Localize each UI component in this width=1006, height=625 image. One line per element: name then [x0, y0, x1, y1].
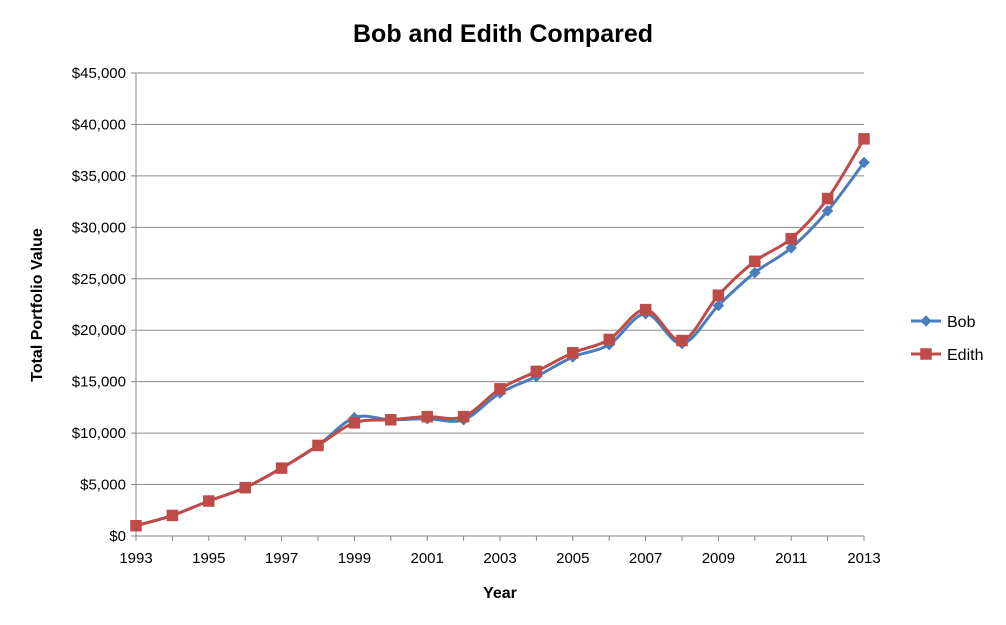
data-point-edith — [785, 232, 797, 245]
y-tick-label: $5,000 — [80, 477, 126, 494]
data-point-edith — [494, 383, 506, 395]
data-point-edith — [312, 439, 324, 452]
y-tick-label: $0 — [109, 528, 126, 545]
y-tick-label: $45,000 — [72, 65, 126, 82]
data-point-edith — [712, 289, 725, 301]
data-point-edith — [858, 133, 870, 145]
x-tick-labels: 1993 1995 1997 1999 2001 2003 2005 2007 2009 2011… — [119, 550, 880, 567]
legend: Bob Edith — [911, 314, 983, 364]
legend-entry-edith: Edith — [911, 347, 983, 364]
x-tick-label: 2007 — [629, 550, 662, 567]
legend-label: Edith — [947, 347, 983, 364]
legend-marker — [920, 315, 932, 327]
x-tick-label: 2003 — [483, 550, 516, 567]
y-tick-label: $10,000 — [72, 425, 126, 442]
y-tick-label: $30,000 — [72, 219, 126, 236]
series-line-edith — [135, 138, 866, 528]
y-tick-label: $20,000 — [72, 322, 126, 339]
data-point-edith — [348, 417, 361, 429]
series-bob — [130, 156, 870, 532]
y-tick-label: $40,000 — [72, 116, 126, 133]
x-tick-label: 2011 — [775, 550, 807, 567]
y-axis-title: Total Portfolio Value — [29, 228, 46, 382]
data-point-bob — [748, 266, 761, 279]
gridlines — [131, 72, 865, 541]
y-tick-label: $35,000 — [72, 168, 126, 185]
y-tick-label: $25,000 — [72, 271, 126, 288]
x-axis-title: Year — [483, 585, 517, 602]
data-point-edith — [421, 410, 433, 423]
x-tick-label: 1999 — [338, 550, 371, 567]
series-line-bob — [135, 161, 866, 528]
data-point-edith — [275, 462, 288, 474]
data-point-edith — [130, 519, 142, 532]
x-tick-label: 1997 — [265, 550, 298, 567]
legend-label: Bob — [947, 314, 976, 331]
data-point-edith — [749, 255, 761, 268]
data-point-edith — [203, 495, 215, 507]
data-point-edith — [530, 365, 543, 378]
data-point-edith — [457, 410, 470, 423]
data-point-bob — [712, 299, 725, 312]
x-tick-label: 2005 — [556, 550, 589, 567]
x-tick-label: 2009 — [702, 550, 735, 567]
series-edith — [130, 133, 870, 532]
data-point-edith — [639, 303, 652, 316]
x-tick-label: 1993 — [119, 550, 152, 567]
legend-entry-bob: Bob — [911, 314, 976, 331]
legend-marker — [920, 348, 932, 360]
data-point-edith — [239, 481, 251, 494]
data-point-bob — [858, 156, 870, 169]
data-point-edith — [385, 413, 397, 426]
series-layer — [130, 133, 870, 532]
data-point-bob — [785, 242, 798, 254]
data-point-bob — [821, 205, 834, 217]
y-tick-labels: $0 $5,000 $10,000 $15,000 $20,000 $25,000 $30,… — [72, 65, 126, 545]
data-point-edith — [166, 509, 179, 522]
x-tick-label: 1995 — [192, 550, 225, 567]
data-point-edith — [603, 333, 615, 346]
y-tick-label: $15,000 — [72, 374, 126, 391]
data-point-edith — [676, 334, 688, 347]
x-tick-label: 2001 — [411, 550, 444, 567]
data-point-edith — [567, 347, 579, 359]
data-point-edith — [821, 192, 834, 205]
chart-title: Bob and Edith Compared — [353, 20, 653, 48]
x-tick-label: 2013 — [847, 550, 880, 567]
